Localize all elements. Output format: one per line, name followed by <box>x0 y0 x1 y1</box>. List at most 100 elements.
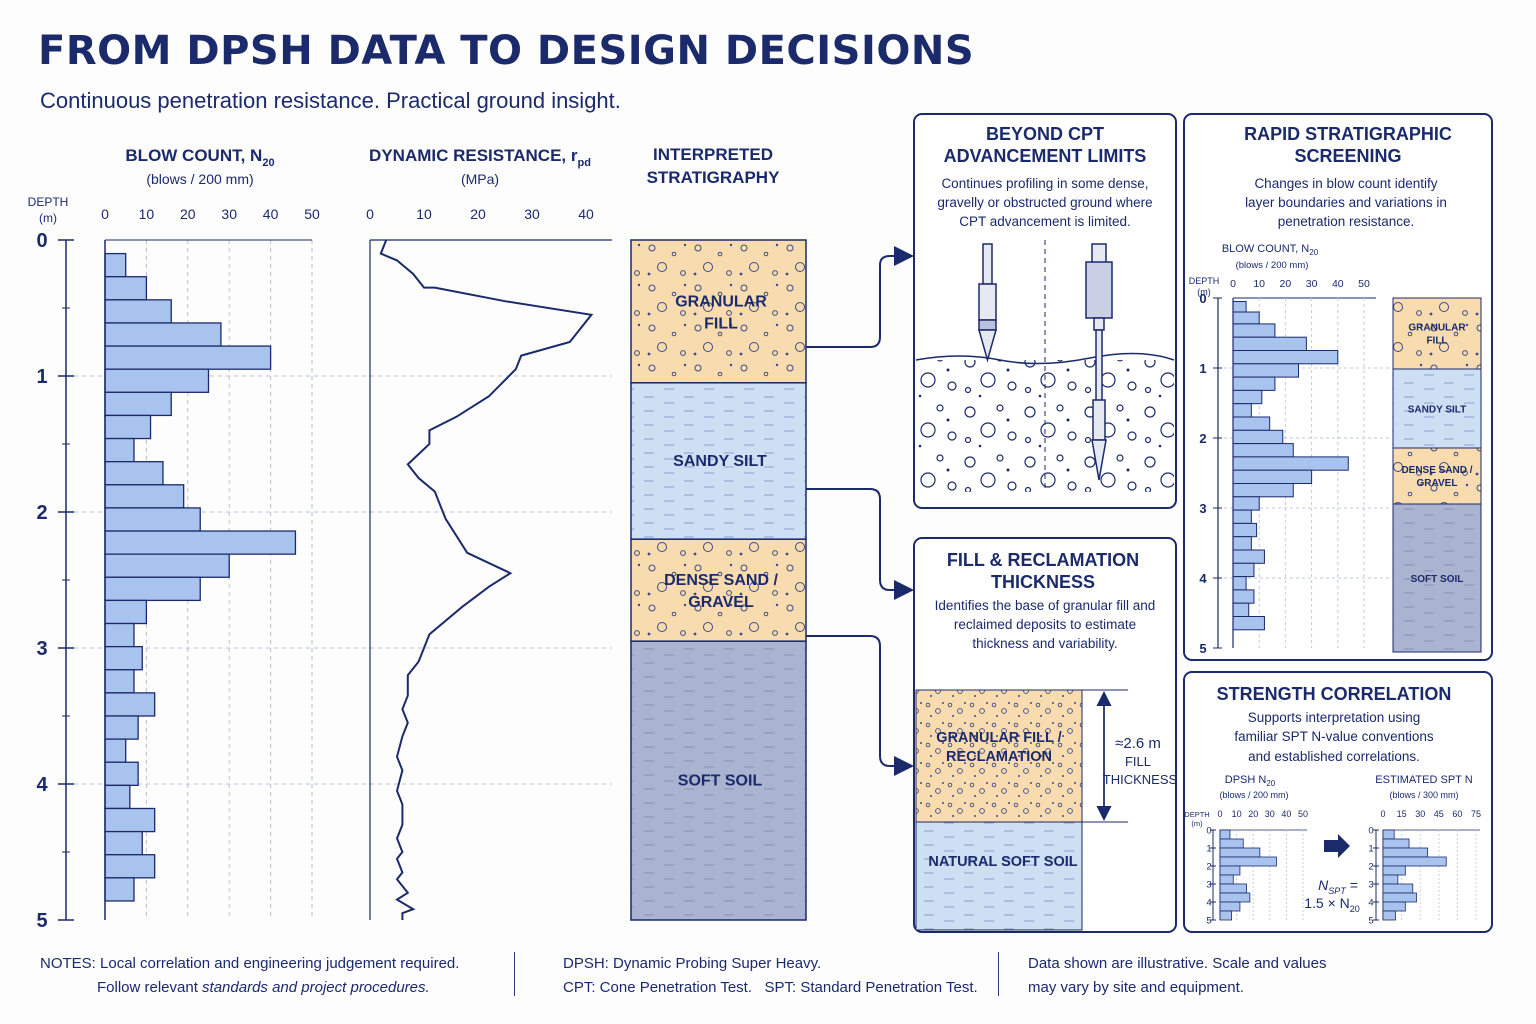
resistance-units: (MPa) <box>461 171 499 187</box>
dpsh-mini-x-tick-50: 50 <box>1298 809 1308 819</box>
svg-text:NSPT =: NSPT = <box>1318 877 1358 896</box>
dpsh-mini-x-tick-30: 30 <box>1265 809 1275 819</box>
rapid-strat-label-2-b: GRAVEL <box>1417 478 1458 489</box>
dpsh-mini-x-tick-0: 0 <box>1217 809 1222 819</box>
blow-bar-21 <box>104 738 127 763</box>
notes-disclaimer-2: may vary by site and equipment. <box>1028 979 1244 996</box>
rapid-bar-12 <box>1232 456 1349 471</box>
spt-mini-bar-5 <box>1382 874 1399 885</box>
fill-soft-label: NATURAL SOFT SOIL <box>928 854 1077 870</box>
rapid-bar-15 <box>1232 496 1260 511</box>
formula-rhs: 1.5 × N <box>1304 895 1350 911</box>
rapid-y-tick-4: 4 <box>1199 571 1207 586</box>
formula-eq: = <box>1346 877 1358 893</box>
blow-bar-1 <box>104 276 148 301</box>
rapid-body-1: Changes in blow count identify <box>1254 176 1437 191</box>
x-tick-10: 10 <box>139 206 155 222</box>
card-strength-correlation: STRENGTH CORRELATION Supports interpreta… <box>1183 671 1493 933</box>
rapid-y-tick-2: 2 <box>1199 431 1206 446</box>
spt-mini-bar-1 <box>1382 838 1410 849</box>
rapid-strat-label-0-b: FILL <box>1426 336 1447 347</box>
rapid-strat-label-1: SANDY SILT <box>1408 405 1467 416</box>
x-tick-0: 0 <box>101 206 109 222</box>
rapid-bar-4 <box>1232 350 1339 365</box>
blow-bar-19 <box>104 692 156 717</box>
dpsh-mini-chart: 0 10 20 30 40 50 0 1 2 3 4 5 <box>1206 809 1308 927</box>
spt-mini-x-tick-75: 75 <box>1471 809 1481 819</box>
blow-bar-2 <box>104 299 172 324</box>
beyond-body-3: CPT advancement is limited. <box>959 214 1131 229</box>
rapid-x-tick-0: 0 <box>1230 278 1236 290</box>
blow-bar-5 <box>104 368 210 393</box>
blow-bar-24 <box>104 807 156 833</box>
blow-bar-25 <box>104 830 143 856</box>
notes-line-2b: standards and project procedures. <box>202 979 430 996</box>
svg-text:1.5 × N20: 1.5 × N20 <box>1304 895 1360 914</box>
depth-label-2: (m) <box>39 211 57 225</box>
dpsh-mini-x-tick-40: 40 <box>1281 809 1291 819</box>
spt-mini-x-tick-45: 45 <box>1434 809 1444 819</box>
spt-mini-title: ESTIMATED SPT N <box>1375 774 1472 786</box>
resistance-profile-line <box>379 239 594 920</box>
strat-title-2: STRATIGRAPHY <box>647 168 781 187</box>
blow-bar-26 <box>104 854 156 879</box>
spt-mini-bar-8 <box>1382 901 1406 912</box>
depth-label-1: DEPTH <box>28 195 69 209</box>
spt-mini-bar-9 <box>1382 910 1396 921</box>
blow-bar-23 <box>104 784 131 810</box>
rapid-bar-18 <box>1232 536 1252 551</box>
notes-line-2a: Follow relevant <box>97 979 203 996</box>
fill-body-3: thickness and variability. <box>972 636 1117 651</box>
strat-label-0-b: FILL <box>704 315 738 332</box>
rapid-strat-layer-2 <box>1392 447 1482 505</box>
rapid-bar-13 <box>1232 469 1313 485</box>
rapid-x-tick-30: 30 <box>1306 278 1318 290</box>
blow-bar-22 <box>104 761 139 787</box>
dpsh-mini-y-tick-0: 0 <box>1206 826 1211 837</box>
spt-mini-y-tick-4: 4 <box>1368 898 1373 909</box>
rapid-bar-5 <box>1232 363 1299 378</box>
strat-title-1: INTERPRETED <box>653 145 773 164</box>
notes-middle: DPSH: Dynamic Probing Super Heavy. CPT: … <box>563 952 978 1000</box>
rapid-title-2: SCREENING <box>1294 146 1401 166</box>
dpsh-mini-bar-8 <box>1219 901 1241 912</box>
spt-mini-y-tick-1: 1 <box>1368 844 1373 855</box>
dpsh-mini-bar-7 <box>1219 892 1251 903</box>
dimension-label-1: FILL <box>1125 754 1151 769</box>
rapid-x-tick-20: 20 <box>1280 278 1292 290</box>
rapid-bar-10 <box>1232 429 1284 445</box>
strat-layer-3 <box>630 640 807 921</box>
beyond-title-1: BEYOND CPT <box>986 124 1104 144</box>
resistance-x-ticks: 0 10 20 30 40 <box>366 206 594 222</box>
strength-depth-2: (m) <box>1191 819 1203 828</box>
rapid-depth-1: DEPTH <box>1189 276 1220 286</box>
rapid-body-2: layer boundaries and variations in <box>1245 195 1447 210</box>
spt-mini-bar-2 <box>1382 847 1429 858</box>
dpsh-mini-bar-6 <box>1219 883 1247 894</box>
depth-tick-3: 3 <box>36 638 47 660</box>
connector-silt-to-fill <box>806 488 914 600</box>
notes-label: NOTES: <box>40 955 96 972</box>
rapid-y-tick-5: 5 <box>1199 641 1206 656</box>
notes-divider-2 <box>998 952 999 996</box>
fill-layer-soft <box>915 821 1083 931</box>
svg-text:BLOW COUNT, N20: BLOW COUNT, N20 <box>125 146 274 169</box>
formula-rhs-sub: 20 <box>1350 904 1360 914</box>
svg-text:BLOW COUNT, N20: BLOW COUNT, N20 <box>1222 243 1319 257</box>
rapid-title-1: RAPID STRATIGRAPHIC <box>1244 124 1452 144</box>
rapid-bar-7 <box>1232 389 1263 405</box>
dpsh-mini-units: (blows / 200 mm) <box>1219 790 1288 800</box>
rapid-bar-6 <box>1232 376 1276 391</box>
rapid-bar-8 <box>1232 403 1252 418</box>
strat-label-3: SOFT SOIL <box>678 773 763 790</box>
rapid-strat-label-3: SOFT SOIL <box>1411 574 1464 585</box>
strength-body-2: familiar SPT N-value conventions <box>1234 729 1434 744</box>
blow-chart-title: BLOW COUNT, N <box>125 146 262 165</box>
x-tick-50: 50 <box>304 206 320 222</box>
rapid-y-tick-3: 3 <box>1199 501 1206 516</box>
blow-bar-14 <box>104 576 201 602</box>
rapid-y-tick-1: 1 <box>1199 361 1206 376</box>
spt-mini-x-tick-60: 60 <box>1452 809 1462 819</box>
